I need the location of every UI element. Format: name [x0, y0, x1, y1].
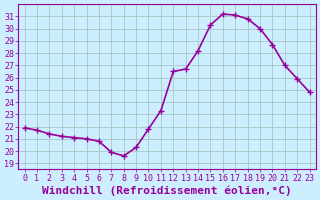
X-axis label: Windchill (Refroidissement éolien,°C): Windchill (Refroidissement éolien,°C): [42, 185, 292, 196]
